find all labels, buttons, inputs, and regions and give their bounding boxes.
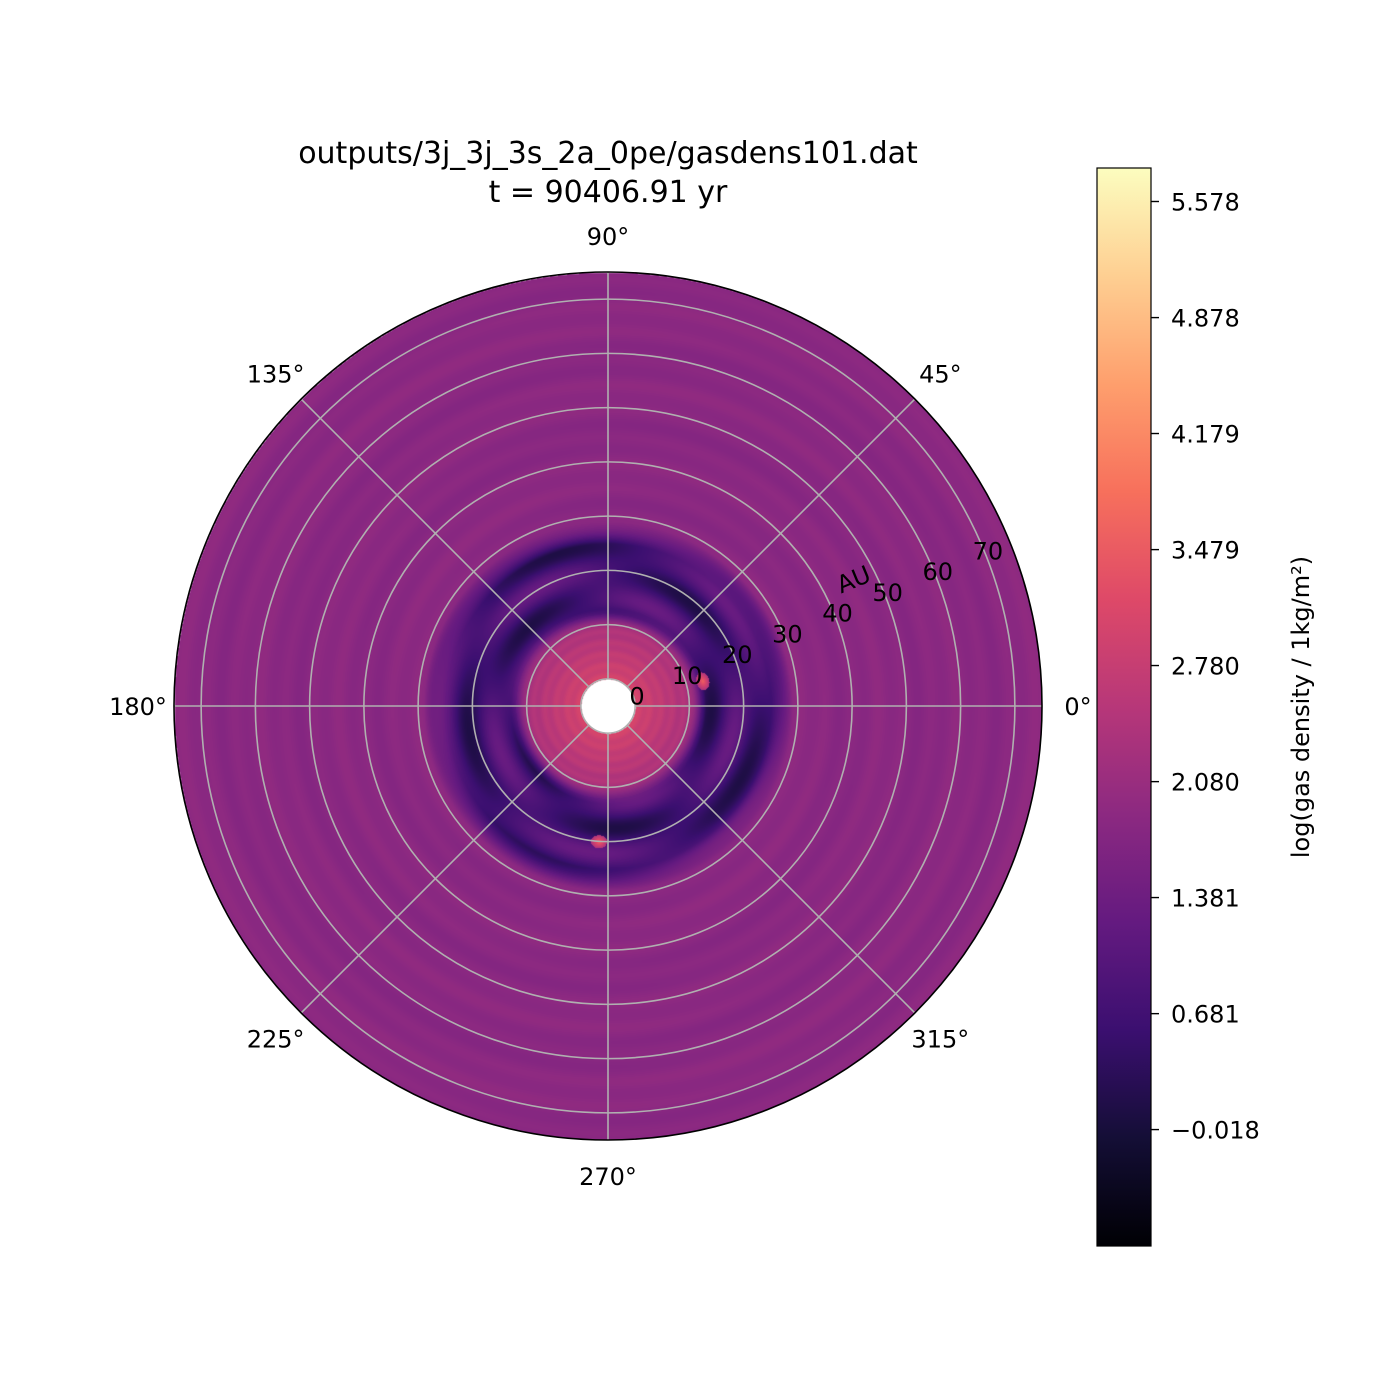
theta-tick-labels: 0° 45° 90° 135° 180° 225° 270° 315°	[109, 223, 1092, 1191]
chart-title-line2: t = 90406.91 yr	[489, 175, 728, 210]
colorbar-tick-label: 0.681	[1171, 1001, 1240, 1029]
theta-tick-label: 45°	[919, 361, 962, 389]
r-tick-label: 30	[772, 620, 803, 648]
colorbar-tick-label: 5.578	[1171, 189, 1240, 217]
polar-frame	[173, 271, 1043, 1141]
theta-gridline-45	[626, 398, 916, 688]
r-tick-label: 40	[822, 600, 853, 628]
colorbar-tick-label: 2.780	[1171, 653, 1240, 681]
colorbar-tick-label: 1.381	[1171, 885, 1240, 913]
theta-tick-label: 0°	[1064, 693, 1091, 721]
theta-tick-label: 315°	[911, 1025, 969, 1053]
colorbar-tick-label: 4.179	[1171, 421, 1240, 449]
theta-gridline-135	[300, 398, 590, 688]
radial-tick-labels: 0 10 20 30 40 50 60 70	[629, 537, 1003, 710]
theta-tick-label: 90°	[587, 223, 630, 251]
polar-grid	[174, 272, 1042, 1140]
colorbar-ticks: −0.018 0.681 1.381 2.080 2.780 3.479 4.179 4.87…	[1151, 189, 1260, 1145]
chart-title-line1: outputs/3j_3j_3s_2a_0pe/gasdens101.dat	[298, 136, 918, 171]
theta-tick-label: 225°	[247, 1025, 305, 1053]
r-tick-label: 60	[923, 558, 954, 586]
theta-tick-label: 135°	[247, 361, 305, 389]
colorbar-tick-label: 2.080	[1171, 769, 1240, 797]
polar-plot: 0° 45° 90° 135° 180° 225° 270° 315° 0 10 20 30 40 50…	[109, 223, 1092, 1191]
colorbar-tick-label: 4.878	[1171, 305, 1240, 333]
colorbar-label: log(gas density / 1kg/m²)	[1287, 556, 1315, 858]
colorbar-bar	[1096, 167, 1152, 1247]
r-tick-label: 10	[672, 662, 703, 690]
colorbar: −0.018 0.681 1.381 2.080 2.780 3.479 4.179 4.87…	[1096, 167, 1315, 1247]
r-tick-label: 70	[973, 537, 1004, 565]
theta-gridline-315	[626, 724, 916, 1014]
r-tick-label: 0	[629, 683, 644, 711]
r-tick-label: 20	[722, 641, 753, 669]
theta-tick-label: 180°	[109, 693, 167, 721]
theta-gridline-225	[300, 724, 590, 1014]
theta-tick-label: 270°	[579, 1163, 637, 1191]
colorbar-tick-label: 3.479	[1171, 537, 1240, 565]
colorbar-tick-label: −0.018	[1171, 1117, 1260, 1145]
r-tick-label: 50	[872, 579, 903, 607]
